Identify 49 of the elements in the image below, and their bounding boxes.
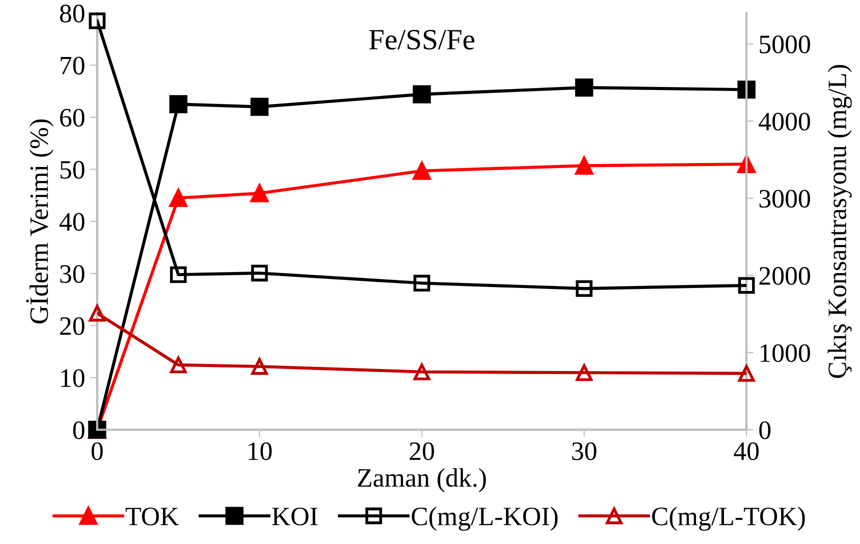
y2-tick-label: 4000	[758, 112, 810, 131]
point	[251, 264, 268, 282]
x-tick-label: 20	[410, 442, 434, 460]
point	[413, 274, 430, 292]
y-tick-label: 70	[60, 56, 84, 75]
legend-label: TOK	[126, 508, 179, 526]
y-axis-title: Gİderm Verimi (%)	[26, 119, 54, 324]
x-tick-label: 0	[92, 442, 103, 460]
y2-tick-label: 0	[759, 421, 770, 440]
point	[576, 280, 592, 297]
point	[169, 188, 188, 207]
point	[412, 85, 431, 104]
x-tick-label: 30	[572, 442, 596, 460]
point	[169, 95, 188, 114]
point	[250, 98, 269, 116]
point	[575, 78, 594, 97]
point	[170, 356, 187, 374]
y-tick-label: 0	[73, 421, 84, 440]
point	[251, 358, 268, 375]
point	[738, 365, 755, 382]
point	[413, 364, 430, 380]
point	[88, 304, 106, 322]
point	[170, 266, 187, 283]
point	[737, 80, 756, 99]
y-tick-label: 30	[60, 265, 84, 283]
legend-label: KOI	[272, 508, 318, 526]
point	[250, 184, 269, 202]
y-tick-label: 80	[60, 4, 84, 22]
chart-title: Fe/SS/Fe	[369, 30, 474, 50]
y2-tick-label: 5000	[760, 36, 810, 54]
y-tick-label: 20	[60, 317, 84, 335]
point	[738, 277, 755, 294]
y-tick-label: 10	[61, 369, 84, 388]
point	[88, 12, 106, 30]
x-tick-label: 40	[734, 442, 759, 460]
legend-label: C(mg/L-KOI)	[412, 506, 558, 531]
y-tick-label: 50	[60, 160, 84, 179]
y-tick-label: 60	[60, 108, 84, 127]
y2-axis-title: Çıkış Konsantrasyonu (mg/L)	[828, 64, 852, 378]
y2-tick-label: 2000	[759, 267, 810, 285]
y-tick-label: 40	[60, 213, 84, 231]
y2-tick-label: 1000	[760, 344, 810, 362]
x-tick-label: 10	[248, 442, 272, 460]
point	[575, 156, 594, 175]
legend-label: C(mg/L-TOK)	[652, 506, 805, 531]
point	[576, 364, 592, 381]
x-axis-title: Zaman (dk.)	[358, 468, 486, 492]
point	[412, 162, 431, 180]
y2-tick-label: 3000	[760, 190, 810, 208]
